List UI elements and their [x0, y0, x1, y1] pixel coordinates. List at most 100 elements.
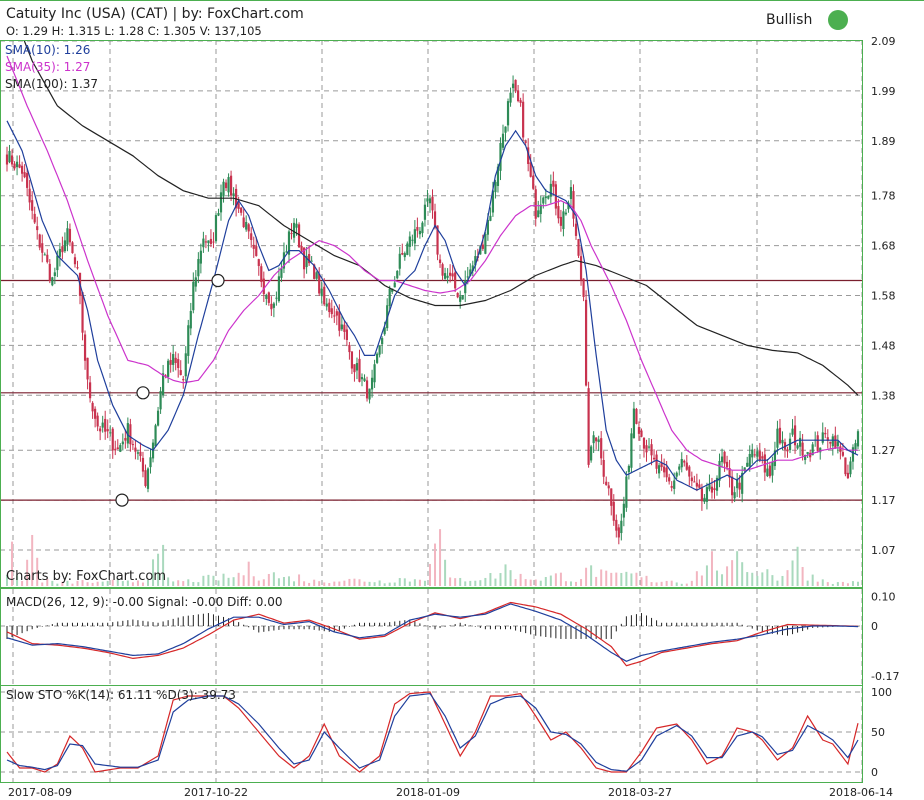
candle-body — [547, 195, 550, 199]
candle-body — [811, 444, 814, 456]
volume-bar — [544, 577, 547, 586]
candle-body — [333, 315, 336, 317]
stochastic-label: Slow STO %K(14): 61.11 %D(3): 39.73 — [6, 688, 236, 702]
volume-bar — [605, 570, 608, 586]
candle-body — [615, 519, 618, 531]
date-tick-label: 2017-08-09 — [8, 786, 72, 799]
candle-body — [189, 311, 192, 329]
candle-body — [801, 442, 804, 456]
candle-body — [184, 353, 187, 377]
candle-body — [96, 415, 99, 427]
candle-body — [99, 428, 102, 432]
candle-body — [275, 297, 278, 299]
candle-body — [642, 437, 646, 449]
volume-bar — [771, 575, 774, 586]
volume-bar — [585, 567, 588, 586]
candle-body — [630, 433, 633, 468]
candle-body — [423, 204, 427, 220]
candle-body — [796, 445, 799, 449]
candle-body — [718, 460, 721, 481]
candle-body — [461, 295, 464, 300]
candle-body — [559, 216, 563, 226]
volume-bar — [851, 581, 854, 586]
candle-body — [776, 428, 779, 448]
candle-body — [713, 488, 716, 490]
candle-body — [544, 196, 547, 199]
volume-bar — [680, 583, 683, 586]
volume-bar — [564, 581, 567, 586]
volume-bar — [655, 582, 658, 586]
volume-bar — [811, 574, 814, 586]
candle-body — [38, 234, 41, 248]
volume-bar — [423, 580, 426, 586]
candle-body — [700, 488, 703, 502]
volume-bar — [509, 570, 512, 586]
volume-bar — [831, 583, 834, 586]
volume-bars — [6, 529, 859, 586]
candle-body — [753, 454, 756, 456]
candle-body — [466, 276, 469, 278]
candle-body — [552, 180, 555, 187]
candle-body — [738, 482, 741, 490]
candle-body — [340, 324, 343, 330]
volume-bar — [826, 582, 829, 586]
candle-body — [43, 254, 46, 256]
candle-body — [348, 344, 351, 353]
candle-body — [529, 162, 532, 177]
volume-bar — [786, 570, 789, 586]
candle-body — [413, 229, 416, 244]
candle-body — [144, 470, 147, 486]
candle-body — [635, 408, 638, 424]
candle-body — [657, 465, 661, 474]
candle-body — [13, 163, 16, 169]
candle-body — [270, 303, 273, 310]
candle-body — [602, 459, 605, 477]
candle-body — [668, 477, 671, 482]
candle-body — [746, 462, 749, 467]
candle-body — [378, 345, 381, 355]
candle-body — [370, 377, 374, 390]
candle-body — [647, 446, 651, 448]
candle-body — [421, 222, 424, 234]
candle-body — [194, 277, 197, 287]
candle-body — [751, 449, 754, 458]
candle-body — [522, 101, 525, 138]
candle-body — [426, 198, 429, 202]
candle-body — [771, 462, 774, 476]
candle-body — [652, 457, 656, 460]
volume-bar — [519, 573, 522, 586]
candle-body — [68, 228, 72, 243]
candle-body — [172, 354, 175, 365]
volume-bar — [333, 581, 336, 586]
volume-bar — [756, 575, 759, 586]
candle-body — [141, 457, 145, 472]
candle-body — [627, 465, 630, 473]
stochastic-panel — [6, 691, 859, 773]
candle-body — [177, 359, 180, 369]
candle-body — [202, 238, 205, 248]
volume-bar — [444, 559, 447, 586]
volume-bar — [514, 579, 517, 586]
candle-body — [363, 378, 366, 382]
candle-body — [778, 427, 782, 444]
candle-body — [139, 451, 142, 457]
sto-d-line — [6, 692, 859, 772]
volume-bar — [705, 565, 708, 586]
volume-bar — [343, 580, 346, 586]
macd-tick-label: 0 — [871, 620, 878, 633]
candle-body — [474, 256, 477, 266]
candle-body — [673, 480, 676, 489]
candle-body — [479, 246, 482, 255]
volume-bar — [182, 581, 185, 586]
volume-bar — [91, 582, 94, 586]
candle-body — [114, 448, 117, 451]
price-axis-ticks: 2.09 1.99 1.89 1.78 1.68 1.58 1.48 1.38 1.27 1.17… — [871, 35, 899, 779]
candle-body — [182, 379, 185, 381]
volume-bar — [710, 551, 713, 586]
volume-bar — [242, 575, 245, 586]
candle-body — [856, 431, 860, 447]
candle-body — [292, 222, 296, 238]
volume-bar — [71, 583, 74, 586]
candle-body — [116, 447, 119, 450]
volume-bar — [398, 578, 401, 586]
